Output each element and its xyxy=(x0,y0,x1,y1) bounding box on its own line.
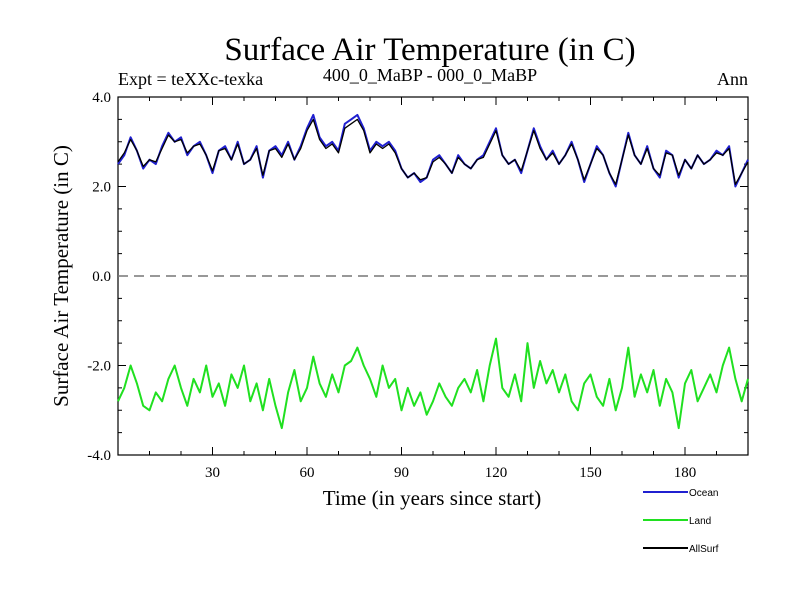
x-tick-label: 30 xyxy=(205,465,220,481)
y-tick-label: 4.0 xyxy=(92,90,111,106)
chart-title: Surface Air Temperature (in C) xyxy=(224,32,635,68)
x-tick-label: 150 xyxy=(579,465,602,481)
y-axis-label: Surface Air Temperature (in C) xyxy=(49,145,73,407)
y-tick-label: -4.0 xyxy=(87,448,111,464)
series-line-ocean xyxy=(117,113,749,188)
season-label: Ann xyxy=(717,69,748,89)
series-line-allsurf xyxy=(117,118,749,185)
period-label: 400_0_MaBP - 000_0_MaBP xyxy=(323,65,537,85)
x-tick-label: 180 xyxy=(674,465,697,481)
legend-label-allsurf: AllSurf xyxy=(689,544,719,555)
y-tick-label: -2.0 xyxy=(87,359,111,375)
experiment-label: Expt = teXXc-texka xyxy=(118,69,263,89)
series-line-land xyxy=(117,337,749,430)
x-ticks: 30 60 90 120 150 180 xyxy=(149,97,717,481)
x-tick-label: 60 xyxy=(300,465,315,481)
legend-label-land: Land xyxy=(689,516,711,527)
x-tick-label: 120 xyxy=(485,465,508,481)
y-tick-label: 0.0 xyxy=(92,269,111,285)
legend-label-ocean: Ocean xyxy=(689,488,718,499)
x-axis-label: Time (in years since start) xyxy=(323,486,542,510)
y-tick-label: 2.0 xyxy=(92,180,111,196)
y-ticks: -4.0 -2.0 0.0 2.0 4.0 xyxy=(87,90,748,464)
data-series xyxy=(117,113,749,430)
legend: Ocean Land AllSurf xyxy=(643,488,719,555)
x-tick-label: 90 xyxy=(394,465,409,481)
